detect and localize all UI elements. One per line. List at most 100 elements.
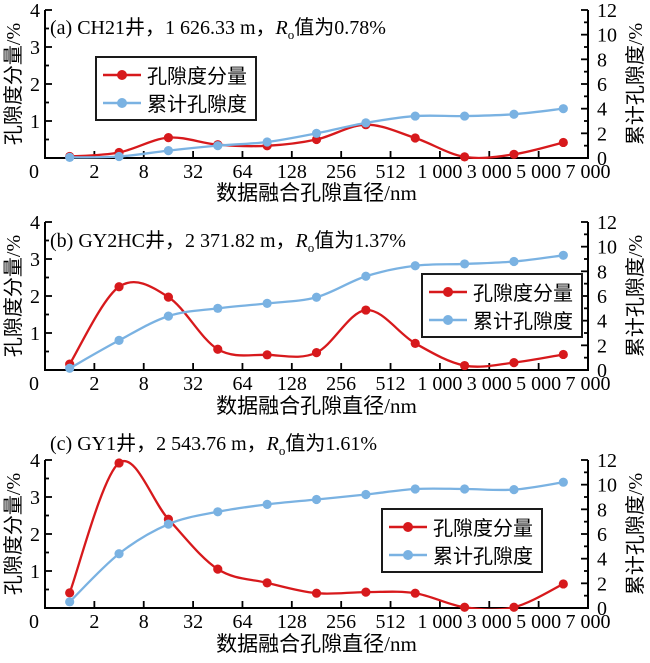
series-points-cumulative — [65, 477, 568, 607]
y-left-axis-title-text: 孔隙度分量/% — [3, 234, 25, 358]
x-tick-label: 7 000 — [566, 611, 611, 633]
panel-a-title-r: R — [275, 17, 288, 39]
data-point — [262, 137, 272, 147]
data-point — [410, 261, 420, 271]
series-component — [68, 459, 565, 609]
x-tick-label: 128 — [277, 611, 307, 633]
data-point — [262, 298, 272, 308]
panel-b-title: (b) GY2HC井，2 371.82 m，Ro值为1.37% — [50, 229, 406, 255]
data-point — [509, 358, 519, 368]
data-point — [410, 484, 420, 494]
legend-label-component: 孔隙度分量 — [147, 66, 247, 88]
data-point — [65, 152, 75, 162]
legend-label-component: 孔隙度分量 — [473, 283, 573, 305]
data-point — [410, 111, 420, 121]
x-tick-label: 0 — [29, 373, 39, 395]
data-point — [262, 350, 272, 360]
data-point — [163, 292, 174, 302]
data-point — [361, 489, 371, 500]
y-left-tick-label: 3 — [30, 37, 40, 59]
x-tick-label: 8 — [139, 161, 149, 183]
x-tick-label: 512 — [376, 373, 406, 395]
y-right-tick-label: 10 — [597, 237, 617, 259]
x-tick-label: 32 — [183, 373, 203, 395]
panel-a-title-prefix: (a) CH21井，1 626.33 m， — [50, 17, 276, 39]
series-points-component — [65, 282, 568, 371]
panel-b-title-prefix: (b) GY2HC井，2 371.82 m， — [50, 230, 296, 252]
x-tick-label: 256 — [326, 161, 356, 183]
x-tick-label: 128 — [277, 373, 307, 395]
data-point — [262, 578, 272, 588]
data-point — [410, 588, 420, 598]
x-tick-label: 128 — [277, 161, 307, 183]
data-point — [65, 363, 75, 373]
data-point — [65, 597, 75, 607]
y-right-axis-title-text: 累计孔隙度/% — [625, 472, 647, 596]
legend-c: 孔隙度分量 累计孔隙度 — [381, 508, 543, 573]
legend-label-cumulative: 累计孔隙度 — [433, 546, 533, 568]
x-tick-label: 1 000 — [417, 611, 462, 633]
data-point — [65, 588, 75, 598]
x-tick-label: 32 — [183, 161, 203, 183]
y-left-tick-label: 1 — [30, 323, 40, 345]
series-line-component — [68, 459, 565, 609]
panel-c-title-prefix: (c) GY1井，2 543.76 m， — [50, 433, 267, 455]
legend-label-cumulative: 累计孔隙度 — [147, 94, 247, 116]
legend-marker-component — [429, 286, 467, 297]
data-point — [509, 149, 519, 159]
x-tick-label: 64 — [232, 373, 252, 395]
y-left-tick-label: 1 — [30, 111, 40, 133]
y-right-tick-label: 2 — [597, 573, 607, 595]
legend-b: 孔隙度分量 累计孔隙度 — [421, 273, 583, 338]
data-point — [213, 344, 223, 354]
data-point — [114, 458, 124, 468]
y-left-tick-label: 4 — [30, 215, 40, 234]
data-point — [509, 109, 519, 119]
x-axis-title-a: 数据融合孔隙直径/nm — [216, 181, 417, 205]
y-right-tick-label: 12 — [597, 0, 617, 22]
panel-b-title-rsub: o — [307, 240, 315, 255]
data-point — [558, 579, 568, 589]
series-points-cumulative — [65, 104, 568, 162]
panel-a-title-suffix: 值为0.78% — [294, 17, 386, 39]
x-tick-label: 2 — [89, 373, 99, 395]
data-point — [114, 335, 124, 345]
x-axis-title-c: 数据融合孔隙直径/nm — [216, 632, 417, 656]
x-tick-label: 5 000 — [516, 611, 561, 633]
data-point — [311, 494, 322, 505]
y-right-tick-label: 2 — [597, 335, 607, 357]
y-right-axis-title-a: 累计孔隙度/% — [621, 10, 650, 158]
data-point — [114, 282, 124, 292]
y-right-tick-label: 10 — [597, 25, 617, 47]
y-left-tick-label: 4 — [30, 0, 40, 22]
y-left-tick-label: 2 — [30, 524, 40, 546]
data-point — [163, 311, 174, 321]
legend-item-cumulative: 累计孔隙度 — [427, 306, 573, 333]
x-tick-label: 5 000 — [516, 373, 561, 395]
y-right-tick-label: 0 — [597, 148, 607, 170]
data-point — [459, 602, 470, 612]
legend-item-component: 孔隙度分量 — [101, 61, 247, 88]
x-tick-label: 2 — [89, 161, 99, 183]
x-tick-label: 8 — [139, 611, 149, 633]
legend-label-cumulative: 累计孔隙度 — [473, 311, 573, 333]
y-right-tick-label: 8 — [597, 499, 607, 521]
y-right-axis-title-b: 累计孔隙度/% — [621, 222, 650, 370]
panel-c-title-r: R — [266, 433, 279, 455]
data-point — [163, 146, 174, 156]
y-right-tick-label: 4 — [597, 99, 607, 121]
data-point — [361, 118, 371, 128]
y-right-tick-label: 4 — [597, 549, 607, 571]
panel-a-title: (a) CH21井，1 626.33 m，Ro值为0.78% — [50, 16, 386, 41]
x-tick-label: 1 000 — [417, 161, 462, 183]
x-tick-label: 1 000 — [417, 373, 462, 395]
data-point — [163, 519, 174, 529]
data-point — [213, 564, 223, 574]
data-point — [459, 111, 470, 121]
data-point — [558, 477, 568, 487]
